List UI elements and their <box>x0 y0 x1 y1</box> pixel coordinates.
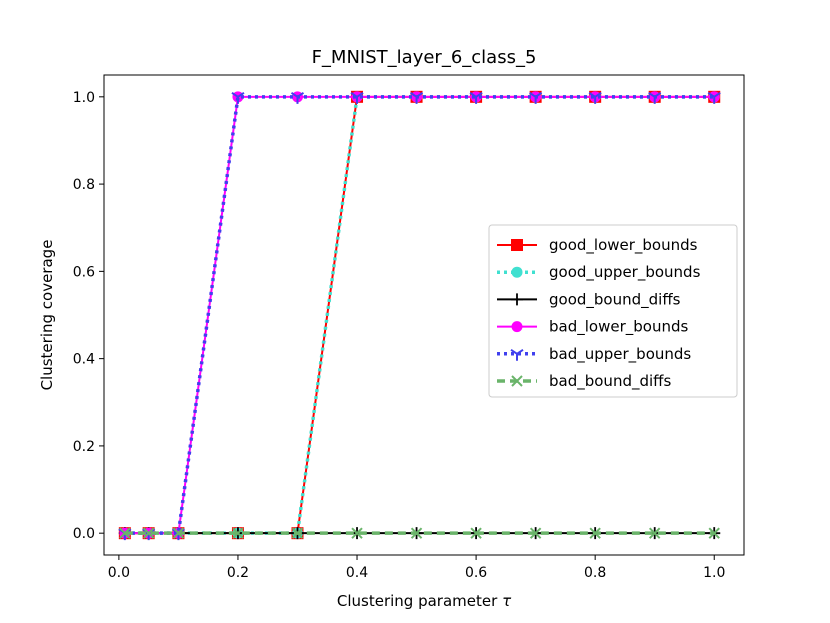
data-point <box>410 91 424 104</box>
legend-item: good_upper_bounds <box>497 263 701 282</box>
legend-marker <box>511 239 523 251</box>
series-line <box>124 95 715 535</box>
x-tick-label: 0.4 <box>346 565 368 581</box>
data-point <box>529 91 543 104</box>
legend-label: bad_upper_bounds <box>549 345 691 364</box>
x-axis-label-symbol: τ <box>502 592 512 610</box>
data-point <box>291 527 304 539</box>
series-bad-bound-diffs <box>119 527 720 539</box>
legend-marker <box>511 375 523 387</box>
series-bad-upper-bounds <box>118 91 721 541</box>
legend-item: bad_upper_bounds <box>497 345 691 364</box>
data-point <box>290 91 305 104</box>
y-tick-label: 1.0 <box>73 90 95 106</box>
series-layer <box>118 90 721 541</box>
data-point <box>470 527 482 539</box>
legend: good_lower_bounds good_upper_bounds good_b… <box>488 224 738 398</box>
legend-marker <box>511 293 523 306</box>
x-tick-label: 0.8 <box>584 565 606 581</box>
legend-marker <box>511 266 523 278</box>
data-point <box>119 527 131 539</box>
legend-label: bad_bound_diffs <box>549 372 671 391</box>
legend-label: good_bound_diffs <box>549 290 681 309</box>
legend-label: good_lower_bounds <box>549 236 698 255</box>
data-point <box>410 527 423 539</box>
x-tick-label: 0.0 <box>108 565 130 581</box>
x-axis-label-text: Clustering parameter <box>337 592 498 610</box>
plot-area: 0.0 0.2 0.4 0.6 0.8 1.0 0.0 0.2 0.4 0.6 0.8 1.0 <box>73 74 745 581</box>
x-axis-ticks: 0.0 0.2 0.4 0.6 0.8 1.0 <box>108 555 725 581</box>
legend-item: bad_lower_bounds <box>497 318 688 337</box>
x-tick-label: 0.6 <box>465 565 487 581</box>
x-tick-label: 1.0 <box>703 565 725 581</box>
data-point <box>232 527 244 539</box>
legend-items: good_lower_bounds good_upper_bounds good_b… <box>497 236 701 391</box>
y-axis-ticks: 0.0 0.2 0.4 0.6 0.8 1.0 <box>73 90 104 542</box>
y-tick-label: 0.4 <box>73 352 95 368</box>
plot-frame <box>103 74 745 556</box>
data-point <box>529 527 542 539</box>
legend-label: bad_lower_bounds <box>549 318 688 337</box>
x-axis-label: Clustering parameter τ <box>337 592 512 610</box>
y-tick-label: 0.8 <box>73 177 95 193</box>
data-point <box>648 91 662 104</box>
legend-item: good_lower_bounds <box>497 236 698 255</box>
y-tick-label: 0.2 <box>73 439 95 455</box>
y-tick-label: 0.6 <box>73 264 95 280</box>
data-point <box>588 91 602 104</box>
legend-frame <box>488 224 738 398</box>
data-point <box>708 527 720 539</box>
data-point <box>350 91 364 104</box>
data-point <box>351 527 363 539</box>
legend-item: bad_bound_diffs <box>497 372 671 391</box>
y-tick-label: 0.0 <box>73 526 95 542</box>
legend-item: good_bound_diffs <box>497 290 681 309</box>
data-point <box>469 91 483 104</box>
x-tick-label: 0.2 <box>227 565 249 581</box>
data-point <box>648 527 661 539</box>
data-point <box>142 527 155 539</box>
legend-marker <box>511 321 523 333</box>
data-point <box>172 527 185 539</box>
legend-marker <box>510 348 524 361</box>
data-point <box>589 527 601 539</box>
legend-label: good_upper_bounds <box>549 263 701 282</box>
data-point <box>231 91 245 104</box>
data-point <box>707 91 721 104</box>
y-axis-label: Clustering coverage <box>38 240 56 391</box>
chart-title: F_MNIST_layer_6_class_5 <box>312 47 537 68</box>
